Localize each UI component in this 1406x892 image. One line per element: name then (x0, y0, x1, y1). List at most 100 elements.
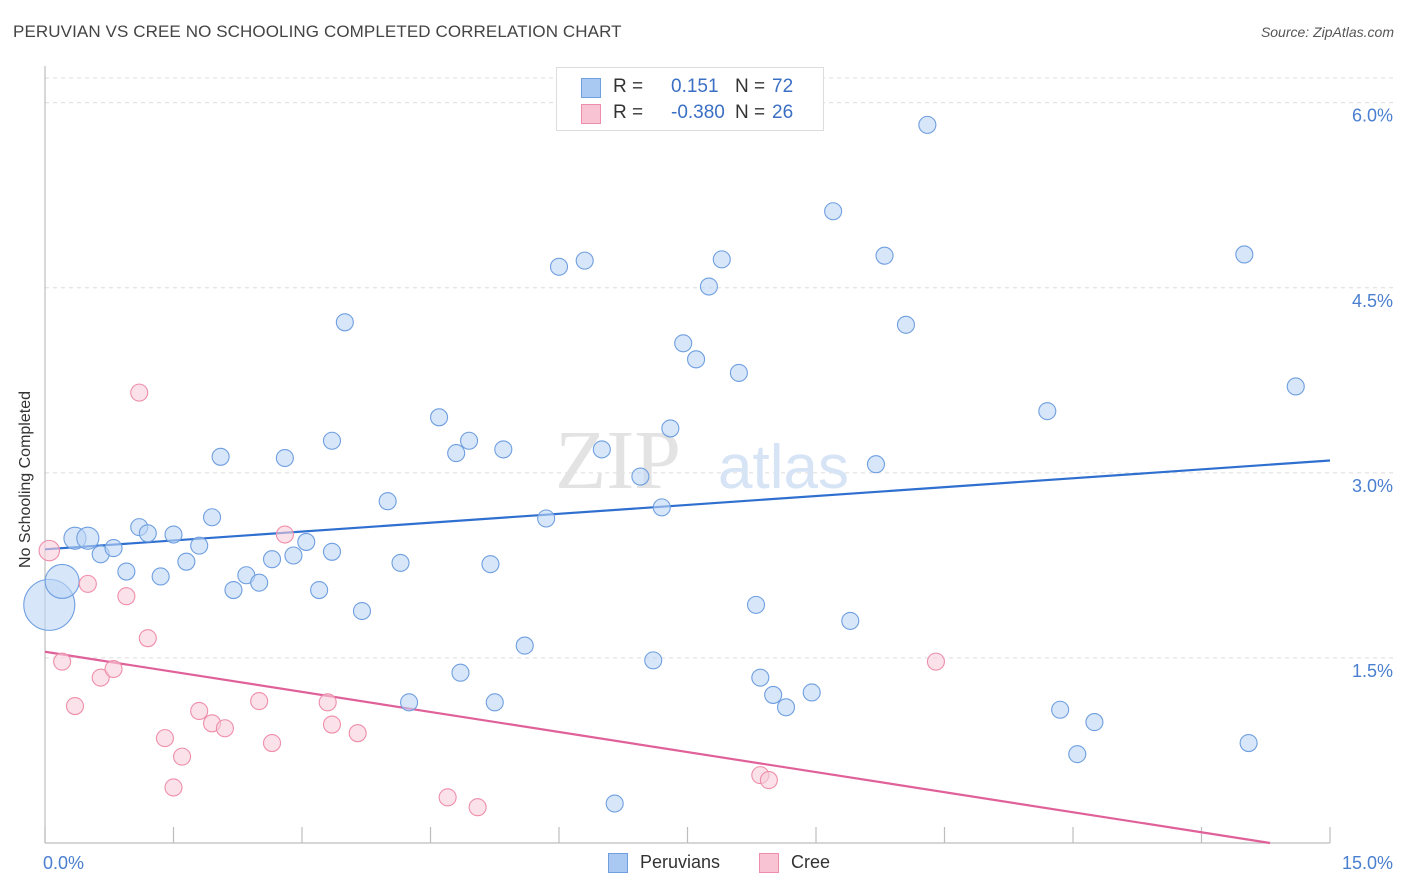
peruvians-point (250, 573, 269, 592)
peruvians-point (764, 685, 783, 704)
n-value: 26 (772, 102, 794, 123)
cree-point (117, 587, 136, 606)
cree-point (318, 693, 337, 712)
peruvians-point (117, 562, 136, 581)
peruvians-point (177, 552, 196, 571)
peruvians-point (537, 509, 556, 528)
peruvians-point (459, 431, 479, 450)
peruvians-swatch (581, 78, 601, 98)
chart-title: PERUVIAN VS CREE NO SCHOOLING COMPLETED … (13, 22, 622, 41)
cree-point (759, 771, 778, 790)
cree-point (262, 734, 282, 753)
cree-point (130, 383, 149, 402)
peruvians-point (729, 363, 748, 382)
peruvians-point (824, 202, 843, 221)
peruvians-point (712, 250, 731, 269)
axes (44, 66, 1331, 844)
peruvians-point (674, 334, 693, 353)
cree-point (215, 719, 234, 738)
n-label: N = (735, 102, 766, 123)
cree-trend-line (44, 650, 1271, 845)
cree-point (322, 715, 342, 734)
peruvians-point (151, 567, 170, 586)
peruvians-point (896, 315, 916, 334)
cree-point (173, 747, 192, 766)
peruvians-point (841, 611, 860, 630)
x-tick-label: 0.0% (43, 853, 84, 873)
cree-swatch (759, 853, 779, 873)
cree-point (155, 729, 174, 748)
peruvians-point (746, 595, 766, 614)
peruvians-point (224, 581, 243, 600)
cree-point (348, 724, 367, 743)
peruvians-point (44, 563, 80, 599)
peruvians-point (631, 467, 650, 486)
cree-label: Cree (791, 852, 831, 872)
watermark-atlas: atlas (718, 433, 849, 502)
peruvians-point (352, 601, 372, 621)
peruvians-point (164, 525, 183, 544)
peruvians-point (1085, 713, 1104, 732)
peruvians-point (1051, 700, 1070, 719)
peruvians-point (776, 698, 796, 717)
cree-point (65, 696, 85, 716)
peruvians-point (378, 492, 397, 511)
r-value: 0.151 (671, 76, 719, 97)
peruvians-point (447, 444, 466, 463)
peruvians-point (644, 651, 663, 670)
x-tick-label: 15.0% (1342, 853, 1393, 873)
peruvians-point (190, 536, 209, 555)
cree-point (190, 701, 209, 721)
peruvians-point (451, 663, 470, 682)
peruvians-point (1235, 245, 1254, 264)
peruvians-point (1286, 377, 1305, 396)
peruvians-point (335, 313, 354, 332)
y-tick-label: 6.0% (1352, 106, 1393, 126)
peruvians-point (211, 447, 230, 466)
peruvians-point (322, 542, 342, 561)
r-value: -0.380 (671, 102, 725, 123)
cree-point (164, 778, 183, 797)
cree-point (53, 652, 72, 671)
peruvians-point (310, 581, 329, 600)
peruvians-point (652, 498, 671, 517)
data-points (23, 115, 1305, 817)
cree-swatch (581, 104, 601, 124)
peruvians-point (203, 508, 222, 527)
cree-point (926, 652, 945, 671)
watermark-zip: ZIP (555, 414, 681, 507)
peruvians-point (76, 526, 100, 550)
peruvians-label: Peruvians (640, 852, 721, 872)
peruvians-point (866, 455, 886, 474)
peruvians-point (592, 440, 611, 459)
peruvians-point (138, 524, 157, 543)
peruvians-trend-line (44, 459, 1331, 551)
peruvians-point (262, 550, 282, 569)
peruvians-point (1239, 734, 1258, 753)
peruvians-point (485, 693, 504, 712)
source-credit: Source: ZipAtlas.com (1260, 24, 1394, 40)
peruvians-point (481, 555, 500, 574)
peruvians-point (751, 668, 770, 687)
tick-labels: 1.5% 3.0% 4.5% 6.0% 0.0% 15.0% (43, 106, 1393, 873)
cree-point (38, 539, 61, 562)
n-value: 72 (772, 76, 794, 97)
peruvians-point (918, 115, 937, 134)
peruvians-point (400, 693, 419, 712)
peruvians-point (104, 539, 123, 558)
peruvians-point (575, 251, 594, 270)
peruvians-point (802, 683, 821, 702)
peruvians-point (1038, 402, 1057, 421)
peruvians-point (605, 794, 624, 813)
cree-point (78, 574, 97, 593)
peruvians-swatch (608, 853, 628, 873)
cree-point (91, 668, 110, 687)
watermark: ZIP atlas (555, 414, 849, 507)
peruvians-point (297, 532, 316, 551)
y-tick-label: 1.5% (1352, 661, 1393, 681)
peruvians-point (875, 246, 894, 265)
r-label: R = (613, 102, 644, 123)
cree-point (468, 798, 487, 817)
y-tick-label: 4.5% (1352, 291, 1393, 311)
